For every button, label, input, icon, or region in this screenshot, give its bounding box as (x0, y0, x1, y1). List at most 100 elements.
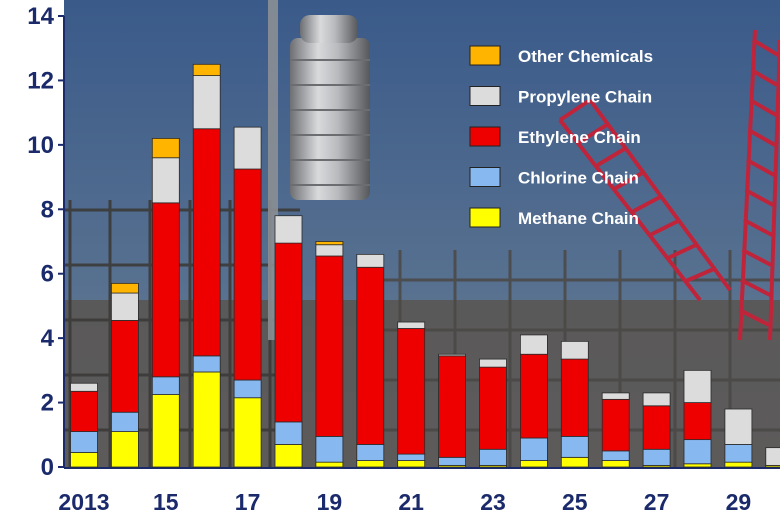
bar-segment (70, 431, 98, 453)
bar-segment (397, 321, 426, 329)
bar-segment (315, 244, 344, 257)
bar-stack (479, 358, 507, 468)
legend-swatch (469, 126, 501, 147)
bar-segment (397, 460, 426, 468)
bar-segment (192, 355, 221, 373)
bar-stack (520, 334, 548, 468)
bar-segment (683, 369, 712, 403)
bar-segment (724, 461, 753, 468)
bar-segment (724, 444, 753, 463)
x-tick-label: 15 (153, 489, 179, 515)
bar-segment (601, 398, 630, 452)
bar-stack (315, 241, 344, 468)
bar-stack (151, 138, 180, 468)
bar-stack (111, 282, 139, 468)
bar-segment (520, 460, 548, 468)
bar-stack (70, 382, 98, 468)
bar-segment (601, 392, 630, 400)
bar-segment (151, 202, 180, 378)
bar-segment (315, 241, 344, 246)
bar-segment (111, 411, 139, 432)
bar-stack (438, 353, 467, 468)
bar-segment (151, 394, 180, 468)
bar-stack (642, 392, 671, 468)
bar-segment (479, 366, 507, 450)
bar-stack (356, 253, 385, 468)
bar-segment (111, 320, 139, 413)
legend-item: Methane Chain (469, 207, 639, 228)
bar-segment (642, 405, 671, 450)
x-tick-label: 27 (644, 489, 670, 515)
bar-segment (274, 242, 303, 423)
bar-segment (70, 452, 98, 468)
tower-body (290, 38, 370, 200)
bar-segment (601, 460, 630, 468)
bar-segment (560, 340, 589, 360)
bar-segment (438, 353, 467, 357)
bar-segment (233, 397, 262, 468)
bar-segment (724, 408, 753, 445)
bar-segment (601, 450, 630, 461)
y-tick-label: 2 (41, 390, 54, 417)
bar-segment (438, 355, 467, 458)
bar-segment (683, 439, 712, 465)
bar-segment (192, 371, 221, 468)
bar-segment (274, 444, 303, 468)
legend-swatch (469, 207, 501, 228)
bar-stack (192, 63, 221, 468)
bar-segment (70, 390, 98, 432)
bar-segment (315, 435, 344, 463)
y-tick-label: 6 (41, 261, 54, 288)
bar-segment (233, 168, 262, 381)
bar-segment (151, 138, 180, 159)
bar-stack (601, 392, 630, 468)
legend-swatch (469, 167, 501, 187)
bar-segment (192, 63, 221, 76)
bar-segment (765, 447, 780, 466)
legend-item: Chlorine Chain (469, 167, 639, 188)
legend-swatch (469, 45, 501, 66)
y-tick-label: 14 (27, 3, 54, 30)
bar-segment (151, 376, 180, 395)
legend-label: Methane Chain (518, 209, 639, 228)
crane (558, 29, 780, 341)
y-tick-label: 10 (27, 132, 54, 159)
bar-segment (356, 460, 385, 468)
bar-stack (560, 340, 589, 468)
bar-segment (233, 126, 262, 170)
y-tick-label: 8 (41, 196, 54, 223)
bar-segment (233, 379, 262, 399)
x-tick-label: 29 (726, 489, 752, 515)
x-tick-label: 17 (235, 489, 261, 515)
pipe (268, 0, 278, 340)
y-tick-label: 4 (41, 325, 55, 352)
x-tick-label: 21 (398, 489, 424, 515)
bar-segment (560, 456, 589, 468)
bar-stack (274, 215, 303, 468)
legend-swatch (469, 86, 501, 106)
bar-segment (642, 392, 671, 407)
x-tick-label: 2013 (58, 489, 109, 515)
bar-segment (356, 266, 385, 445)
bar-segment (192, 128, 221, 357)
bar-segment (111, 282, 139, 294)
bar-segment (560, 435, 589, 458)
bar-segment (520, 353, 548, 439)
bars (70, 63, 780, 468)
bar-segment (438, 456, 467, 466)
bar-segment (356, 253, 385, 268)
bar-segment (397, 328, 426, 455)
bar-segment (560, 358, 589, 437)
bar-segment (479, 448, 507, 466)
bar-stack (724, 408, 753, 468)
y-tick-label: 12 (27, 67, 54, 94)
legend-item: Propylene Chain (469, 86, 652, 107)
bar-segment (151, 157, 180, 204)
bar-segment (274, 421, 303, 445)
bar-segment (397, 453, 426, 461)
bar-stack (765, 447, 780, 468)
legend-label: Other Chemicals (518, 47, 653, 66)
legend-label: Propylene Chain (518, 88, 652, 107)
